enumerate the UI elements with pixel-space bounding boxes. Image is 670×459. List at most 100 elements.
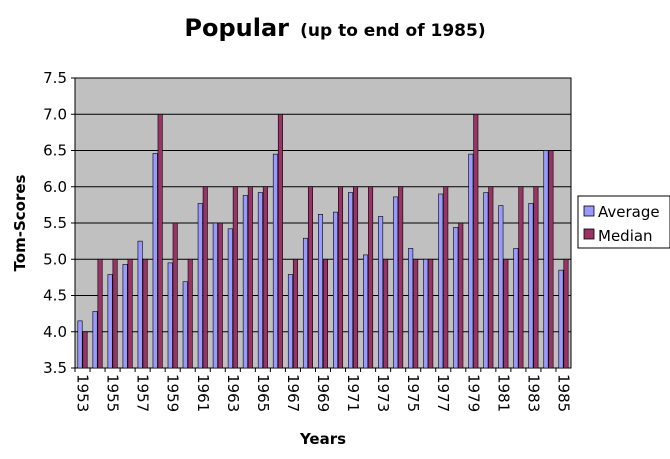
bar-average-1958 <box>152 153 158 369</box>
x-tick-label: 1957 <box>134 374 152 412</box>
y-tick-label: 5.0 <box>43 250 67 268</box>
bar-median-1971 <box>353 186 359 369</box>
bar-median-1958 <box>157 113 163 369</box>
x-tick-label: 1977 <box>434 374 452 412</box>
bar-median-1959 <box>172 222 178 369</box>
x-tick-label: 1965 <box>254 374 272 412</box>
bar-median-1956 <box>127 258 133 369</box>
y-tick-label: 3.5 <box>43 359 67 377</box>
legend-swatch-median <box>583 228 595 240</box>
bar-median-1983 <box>533 186 539 369</box>
chart-title: Popular (up to end of 1985) <box>0 14 670 42</box>
bar-median-1960 <box>187 258 193 369</box>
legend: Average Median <box>577 195 670 249</box>
bar-average-1980 <box>483 192 489 369</box>
x-axis-title: Years <box>299 430 346 448</box>
bar-median-1977 <box>443 186 449 369</box>
bar-median-1980 <box>488 186 494 369</box>
bar-average-1977 <box>438 193 444 369</box>
bar-median-1953 <box>82 331 88 369</box>
bar-median-1975 <box>413 258 419 369</box>
bar-average-1975 <box>408 248 414 369</box>
bar-median-1981 <box>503 258 509 369</box>
bar-average-1955 <box>107 274 113 369</box>
bar-average-1973 <box>378 216 384 369</box>
bar-average-1979 <box>468 153 474 369</box>
bar-median-1978 <box>458 222 464 369</box>
bar-average-1981 <box>498 205 504 369</box>
bar-average-1982 <box>513 248 519 369</box>
bar-median-1957 <box>142 258 148 369</box>
bar-average-1966 <box>272 153 278 369</box>
bar-median-1984 <box>548 150 554 369</box>
bar-average-1985 <box>558 269 564 369</box>
bar-average-1953 <box>77 320 83 369</box>
bar-median-1967 <box>292 258 298 369</box>
x-tick-label: 1971 <box>344 374 362 412</box>
bar-median-1966 <box>277 113 283 369</box>
x-tick-label: 1985 <box>554 374 572 412</box>
bar-average-1970 <box>333 211 339 369</box>
bars <box>77 113 569 369</box>
bar-average-1976 <box>423 258 429 369</box>
x-tick-label: 1967 <box>284 374 302 412</box>
x-tick-label: 1983 <box>524 374 542 412</box>
x-tick-label: 1961 <box>194 374 212 412</box>
y-tick-label: 4.0 <box>43 323 67 341</box>
x-tick-label: 1963 <box>224 374 242 412</box>
y-tick-label: 5.5 <box>43 214 67 232</box>
legend-label-median: Median <box>598 227 653 245</box>
bar-median-1973 <box>383 258 389 369</box>
bar-median-1979 <box>473 113 479 369</box>
bar-median-1965 <box>262 186 268 369</box>
x-tick-label: 1979 <box>464 374 482 412</box>
chart-subtitle: (up to end of 1985) <box>300 21 486 41</box>
bar-median-1968 <box>307 186 313 369</box>
bar-average-1963 <box>227 228 233 369</box>
x-tick-label: 1975 <box>404 374 422 412</box>
bar-median-1972 <box>368 186 374 369</box>
bar-median-1970 <box>338 186 344 369</box>
bar-median-1964 <box>247 186 253 369</box>
y-axis-ticks: 3.5 4.0 4.5 5.0 5.5 6.0 6.5 7.0 7.5 <box>43 69 75 377</box>
bar-median-1974 <box>398 186 404 369</box>
bar-average-1972 <box>363 254 369 369</box>
bar-median-1955 <box>112 258 118 369</box>
y-tick-label: 7.5 <box>43 69 67 87</box>
bar-average-1969 <box>317 214 323 369</box>
y-axis-title: Tom-Scores <box>11 174 29 271</box>
chart-title-main: Popular <box>184 14 290 42</box>
x-tick-label: 1955 <box>104 374 122 412</box>
bar-median-1954 <box>97 258 103 369</box>
bar-average-1957 <box>137 240 143 369</box>
x-tick-label: 1981 <box>494 374 512 412</box>
bar-median-1982 <box>518 186 524 369</box>
bar-average-1964 <box>242 195 248 369</box>
bar-median-1963 <box>232 186 238 369</box>
bar-average-1961 <box>197 203 203 369</box>
bar-average-1971 <box>348 192 354 369</box>
bar-average-1962 <box>212 222 218 369</box>
x-tick-label: 1953 <box>74 374 92 412</box>
bar-median-1969 <box>322 258 328 369</box>
bar-median-1985 <box>563 258 569 369</box>
bar-average-1984 <box>543 150 549 369</box>
legend-label-average: Average <box>598 203 660 221</box>
bar-average-1967 <box>287 274 293 369</box>
bar-average-1978 <box>453 227 459 369</box>
bar-median-1976 <box>428 258 434 369</box>
bar-median-1962 <box>217 222 223 369</box>
x-axis-ticks: 1953 1955 1957 1959 1961 1963 1965 1967 1969 1971… <box>74 368 572 412</box>
bar-average-1974 <box>393 196 399 369</box>
y-tick-label: 6.5 <box>43 142 67 160</box>
bar-average-1968 <box>302 237 308 369</box>
x-tick-label: 1959 <box>164 374 182 412</box>
bar-median-1961 <box>202 186 208 369</box>
y-tick-label: 4.5 <box>43 287 67 305</box>
bar-average-1983 <box>528 203 534 369</box>
bar-average-1960 <box>182 281 188 369</box>
y-tick-label: 7.0 <box>43 105 67 123</box>
bar-average-1959 <box>167 262 173 369</box>
legend-swatch-average <box>583 205 595 217</box>
